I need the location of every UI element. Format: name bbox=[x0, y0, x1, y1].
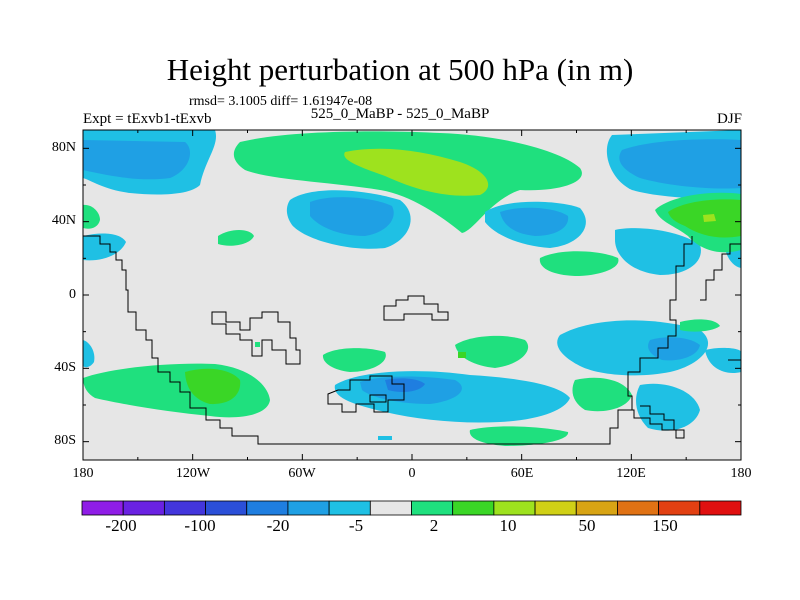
season-label: DJF bbox=[716, 111, 742, 127]
chart-title: Height perturbation at 500 hPa (in m) bbox=[166, 52, 634, 87]
colorbar-swatch bbox=[534, 500, 577, 516]
lon-tick-label: 120W bbox=[175, 466, 211, 481]
lon-tick-label: 180 bbox=[72, 466, 94, 481]
colorbar-swatch bbox=[81, 500, 124, 516]
lon-tick-label: 120E bbox=[616, 466, 646, 481]
contour-light-blue-sp bbox=[83, 340, 95, 368]
contour-light-blue-io bbox=[648, 337, 700, 361]
contour-mid-blue-nw bbox=[83, 140, 190, 180]
contour-mid-blue-npac bbox=[310, 197, 394, 236]
contour-light-blue-asia bbox=[615, 228, 701, 275]
colorbar-label: 50 bbox=[578, 516, 596, 535]
contour-dark-blue-so bbox=[385, 378, 425, 392]
lat-tick-label: 0 bbox=[69, 287, 76, 302]
colorbar-swatch bbox=[369, 500, 412, 516]
rmsd-diff-label: rmsd= 3.1005 diff= 1.61947e-08 bbox=[189, 94, 373, 109]
colorbar-swatch bbox=[617, 500, 660, 516]
lat-tick-label: 80S bbox=[54, 433, 76, 448]
colorbar-label: 150 bbox=[652, 516, 678, 535]
colorbar-swatch bbox=[452, 500, 495, 516]
lat-tick-label: 40N bbox=[51, 213, 76, 228]
contour-yellowgreen-ne bbox=[703, 214, 716, 222]
contour-green-pac-s bbox=[322, 348, 386, 372]
colorbar-label: -20 bbox=[266, 516, 290, 535]
contour-green2-sw bbox=[185, 368, 241, 405]
colorbar-swatch bbox=[699, 500, 742, 516]
contour-green-pac bbox=[218, 230, 254, 246]
contour-green-sant bbox=[469, 426, 569, 446]
colorbar-swatch bbox=[658, 500, 701, 516]
colorbar-label: -100 bbox=[184, 516, 216, 535]
contour-light-blue-w bbox=[83, 233, 126, 261]
colorbar-swatch bbox=[493, 500, 536, 516]
colorbar-swatch bbox=[287, 500, 330, 516]
contour-fields bbox=[83, 130, 741, 446]
colorbar-swatch bbox=[411, 500, 454, 516]
colorbar-label: 2 bbox=[429, 516, 439, 535]
colorbar-swatch bbox=[163, 500, 206, 516]
colorbar-label: -200 bbox=[105, 516, 137, 535]
contour-green-dot bbox=[458, 352, 466, 358]
colorbar-swatch bbox=[328, 500, 371, 516]
lon-tick-label: 60E bbox=[510, 466, 534, 481]
contour-mid-blue-natl bbox=[500, 207, 569, 236]
lon-tick-label: 0 bbox=[408, 466, 416, 481]
lon-tick-label: 60W bbox=[288, 466, 316, 481]
contour-green-atl bbox=[539, 251, 619, 276]
colorbar bbox=[81, 500, 742, 516]
axis-ticks bbox=[82, 130, 742, 460]
colorbar-swatch bbox=[575, 500, 618, 516]
contour-light-blue-sa bbox=[557, 320, 709, 376]
colorbar-swatch bbox=[246, 500, 289, 516]
contour-light-blue-ant bbox=[378, 436, 392, 440]
experiment-label: Expt = tExvb1-tExvb bbox=[83, 111, 212, 127]
cases-label: 525_0_MaBP - 525_0_MaBP bbox=[310, 106, 490, 122]
colorbar-label: -5 bbox=[348, 516, 364, 535]
contour-yellowgreen-arctic bbox=[344, 148, 489, 196]
colorbar-label: 10 bbox=[499, 516, 517, 535]
contour-green-w bbox=[83, 204, 100, 229]
lon-tick-label: 180 bbox=[730, 466, 752, 481]
contour-light-blue-se bbox=[636, 383, 700, 431]
contour-green-io bbox=[455, 335, 529, 368]
colorbar-swatch bbox=[122, 500, 165, 516]
contour-green-dot2 bbox=[255, 342, 260, 347]
contour-green-so2 bbox=[572, 377, 632, 412]
colorbar-swatch bbox=[205, 500, 248, 516]
contour-green-se bbox=[680, 319, 720, 332]
lat-tick-label: 80N bbox=[51, 140, 76, 155]
contour-light-blue-se2 bbox=[705, 347, 741, 374]
coastlines bbox=[83, 235, 741, 445]
lat-tick-label: 40S bbox=[54, 360, 76, 375]
contour-mid-blue-ne bbox=[619, 139, 741, 189]
